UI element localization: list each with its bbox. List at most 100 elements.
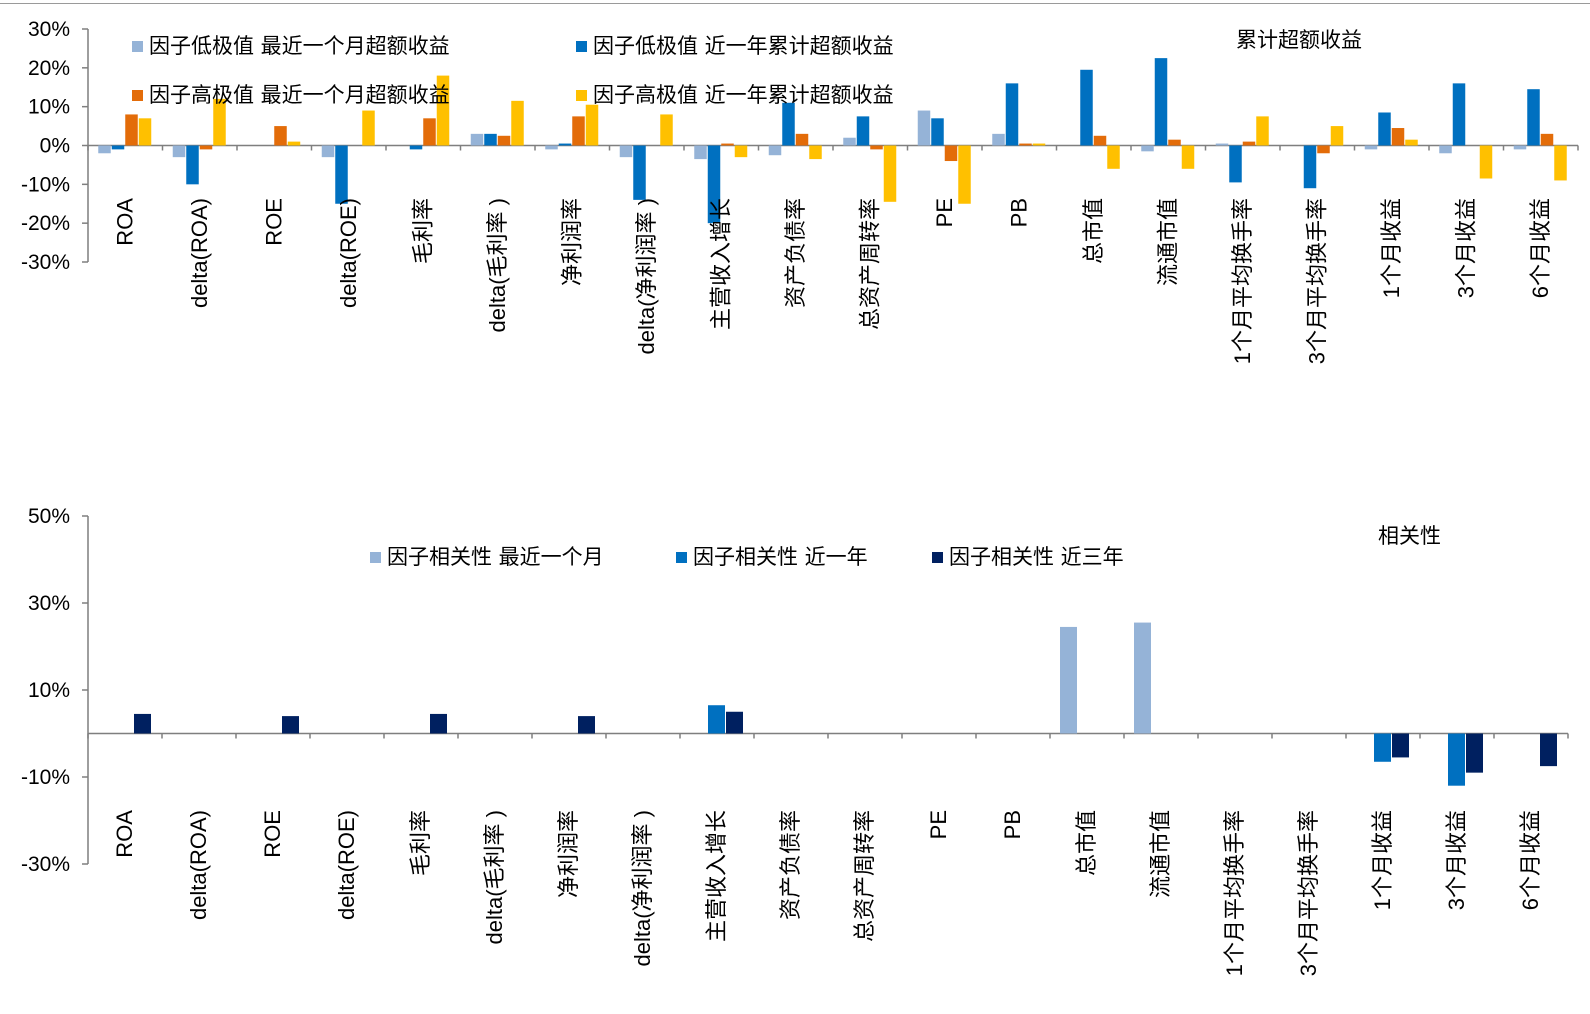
bar (199, 145, 213, 150)
x-category-label: ROA (112, 810, 137, 858)
bar (430, 713, 447, 734)
y-tick-label: 30% (28, 18, 70, 41)
bar (917, 110, 931, 146)
bar (572, 116, 585, 146)
bar (1392, 733, 1409, 758)
bar (287, 141, 301, 146)
y-tick-label: 30% (28, 592, 70, 615)
legend-label: 因子低极值 近一年累计超额收益 (593, 34, 894, 58)
bar (795, 133, 809, 146)
legend-label: 因子高极值 最近一个月超额收益 (149, 83, 450, 107)
bar (578, 716, 595, 734)
bar (1141, 145, 1154, 152)
bar (213, 98, 226, 146)
bar (1093, 135, 1107, 146)
y-tick-label: 10% (28, 96, 70, 119)
legend-label: 因子高极值 近一年累计超额收益 (593, 83, 894, 107)
x-category-label: PB (1000, 810, 1025, 839)
bar (558, 143, 572, 146)
y-tick-label: -30% (21, 251, 70, 274)
bar (856, 116, 870, 146)
x-category-label: 总资产周转率 (857, 198, 882, 330)
y-tick-label: 20% (28, 57, 70, 80)
bar (1378, 112, 1391, 146)
chart-title: 相关性 (1378, 524, 1441, 548)
bar (1229, 145, 1242, 183)
bar (1168, 139, 1181, 146)
bar (470, 133, 484, 146)
bar (1540, 733, 1557, 767)
legend-swatch (576, 90, 587, 101)
bar (1364, 145, 1378, 150)
x-category-label: delta(净利润率 ) (630, 810, 655, 966)
bar (1107, 145, 1120, 169)
bar (186, 145, 199, 185)
bar (870, 145, 883, 150)
bar (1019, 143, 1032, 146)
x-category-label: delta(ROE) (334, 810, 359, 920)
bar (134, 713, 151, 734)
x-category-label: ROE (260, 810, 285, 858)
bar (1005, 83, 1019, 146)
x-category-label: 净利润率 (556, 810, 581, 898)
x-category-label: 6个月收益 (1518, 810, 1543, 910)
bar (1154, 58, 1168, 146)
bar (1256, 116, 1269, 146)
bar (362, 110, 375, 146)
x-category-label: 主营收入增长 (704, 810, 729, 942)
bar (585, 104, 599, 146)
x-category-label: 3个月收益 (1444, 810, 1469, 910)
bar (1181, 145, 1195, 169)
x-category-label: 总市值 (1081, 198, 1106, 264)
bar (809, 145, 822, 160)
bar (633, 145, 646, 200)
bar (768, 145, 782, 156)
bar (1527, 89, 1540, 146)
bar (484, 133, 497, 146)
bar (660, 114, 673, 146)
legend-swatch (676, 552, 687, 563)
x-category-label: delta(毛利率 ) (485, 198, 510, 332)
bar (1513, 145, 1527, 150)
bar (707, 145, 721, 224)
x-category-label: ROA (112, 198, 137, 246)
legend-swatch (576, 41, 587, 52)
x-category-label: 总市值 (1074, 810, 1099, 876)
bar (1080, 69, 1093, 146)
bar (1215, 143, 1229, 146)
bar (1439, 145, 1452, 154)
bar (1032, 143, 1046, 146)
x-category-label: delta(ROE) (336, 198, 361, 308)
x-category-label: PB (1006, 198, 1031, 227)
x-category-label: 流通市值 (1148, 810, 1173, 898)
legend-label: 因子相关性 近一年 (693, 545, 868, 569)
legend-swatch (932, 552, 943, 563)
bar (1134, 622, 1151, 734)
x-category-label: ROE (261, 198, 286, 246)
correlation-chart: -30% -10% 10% 30% 50% ROA delta(ROA) ROE delta(R… (21, 505, 1569, 976)
x-category-label: delta(毛利率 ) (482, 810, 507, 944)
legend-label: 因子相关性 最近一个月 (387, 545, 604, 569)
bar (409, 145, 423, 150)
x-category-label: 3个月收益 (1453, 198, 1478, 298)
x-category-label: delta(净利润率 ) (634, 198, 659, 354)
x-category-label: 3个月平均换手率 (1296, 810, 1321, 976)
bar (958, 145, 971, 204)
x-category-label: PE (932, 198, 957, 227)
bar (98, 145, 111, 154)
x-category-label: 资产负债率 (778, 810, 803, 920)
legend-swatch (132, 41, 143, 52)
top-rule (0, 3, 1590, 4)
bar (1405, 139, 1418, 146)
bar (1330, 126, 1344, 146)
chart-title: 累计超额收益 (1236, 28, 1362, 52)
x-category-label: 流通市值 (1155, 198, 1180, 286)
bar (1448, 733, 1465, 786)
bar (335, 145, 348, 204)
bar (138, 118, 152, 146)
bar (694, 145, 707, 160)
x-category-label: 总资产周转率 (852, 810, 877, 942)
bar (423, 118, 436, 146)
bar (944, 145, 958, 162)
bar (282, 716, 299, 734)
